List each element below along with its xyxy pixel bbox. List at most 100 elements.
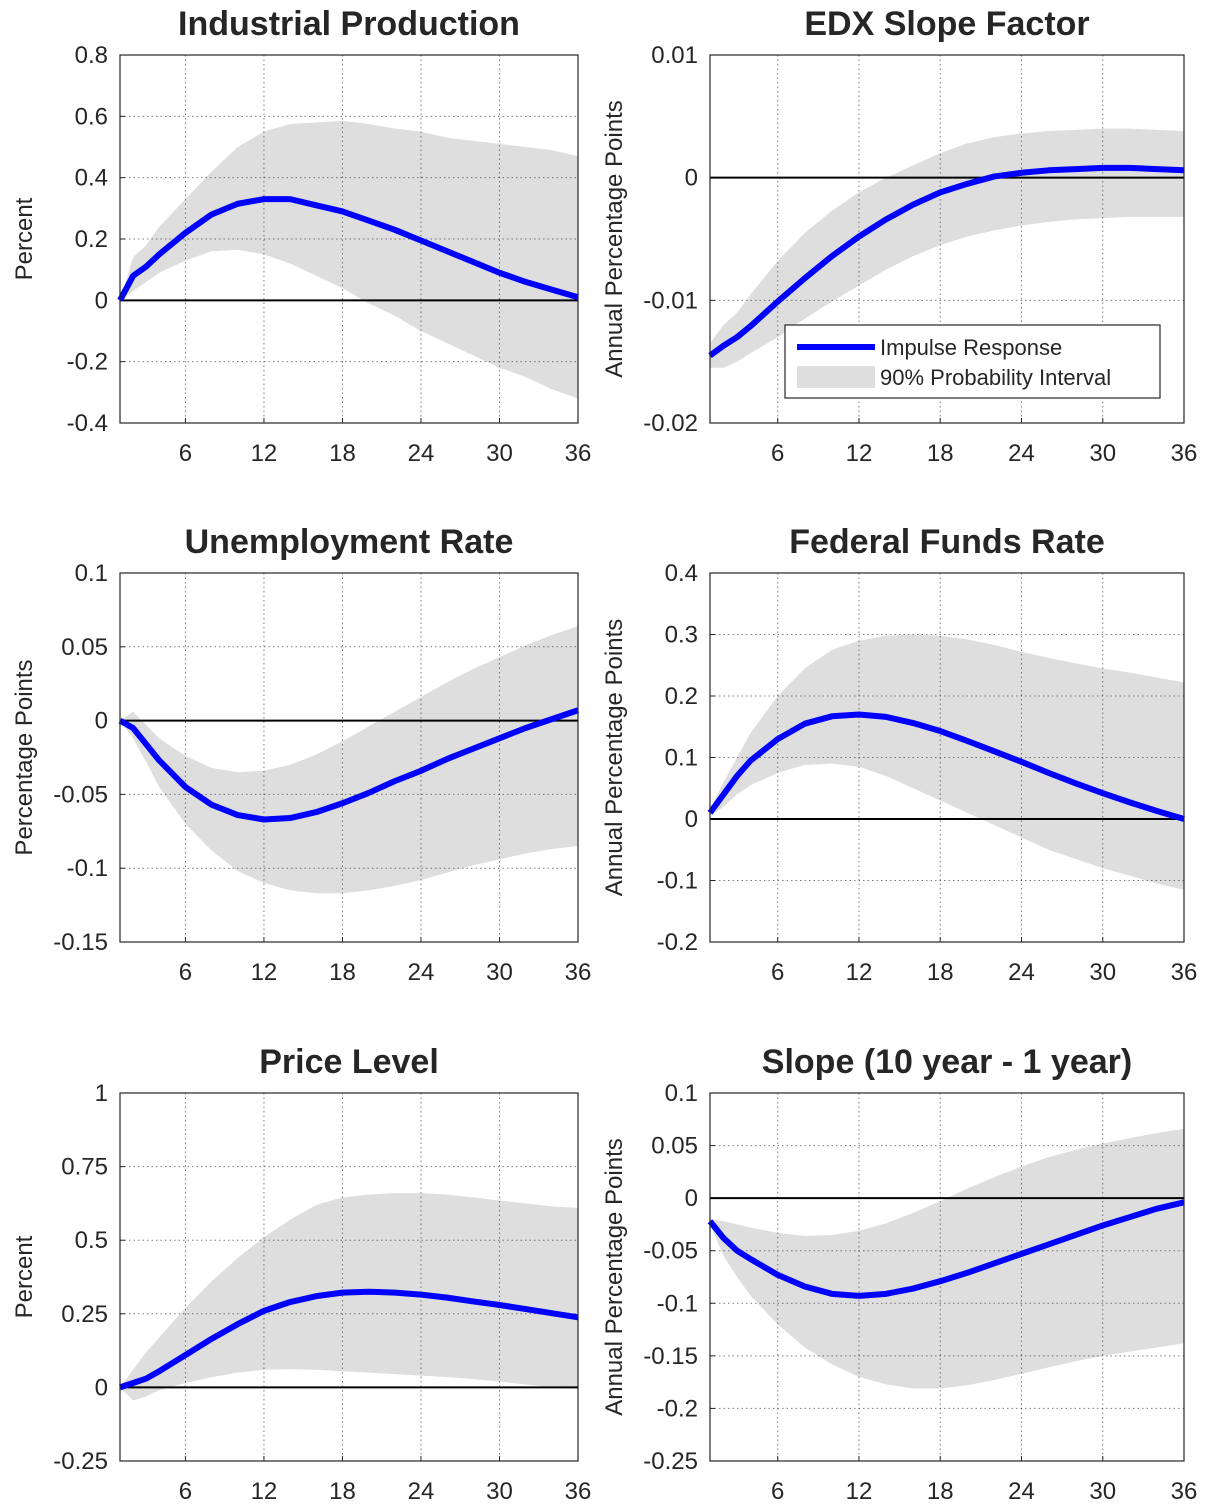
y-axis-label: Percent <box>11 1235 38 1318</box>
y-tick-label: -0.02 <box>643 410 698 437</box>
x-tick-label: 6 <box>771 959 784 986</box>
y-tick-label: -0.05 <box>53 781 108 808</box>
y-tick-label: 0.75 <box>61 1154 108 1181</box>
probability-band <box>120 626 578 894</box>
x-tick-label: 36 <box>1171 1478 1198 1505</box>
y-tick-label: 0.8 <box>75 42 108 69</box>
legend-label: 90% Probability Interval <box>880 365 1111 390</box>
x-tick-label: 18 <box>329 1478 356 1505</box>
x-tick-label: 30 <box>486 959 513 986</box>
x-tick-label: 24 <box>1008 1478 1035 1505</box>
x-tick-label: 30 <box>1089 1478 1116 1505</box>
x-tick-label: 24 <box>408 440 435 467</box>
chart-title: Unemployment Rate <box>185 523 514 561</box>
y-tick-label: 0.1 <box>75 560 108 587</box>
y-tick-label: -0.2 <box>67 349 108 376</box>
y-tick-label: -0.25 <box>643 1448 698 1475</box>
y-tick-label: -0.2 <box>657 1395 698 1422</box>
chart-title: Slope (10 year - 1 year) <box>762 1043 1132 1081</box>
probability-band <box>710 128 1184 368</box>
y-tick-label: 0 <box>685 165 698 192</box>
y-tick-label: -0.1 <box>657 868 698 895</box>
x-tick-label: 12 <box>846 440 873 467</box>
x-tick-label: 6 <box>179 440 192 467</box>
impulse-response-line <box>119 1288 579 1391</box>
chart-title: Price Level <box>259 1043 439 1081</box>
probability-band <box>710 1128 1184 1389</box>
impulse-response-line <box>707 711 1185 822</box>
probability-band <box>710 634 1184 890</box>
y-tick-label: 0.05 <box>651 1133 698 1160</box>
impulse-response-line <box>708 164 1185 358</box>
y-tick-label: 0 <box>95 708 108 735</box>
x-tick-label: 24 <box>408 959 435 986</box>
y-axis-label: Annual Percentage Points <box>601 1138 628 1416</box>
impulse-response-line <box>118 707 579 823</box>
axes-frame <box>119 1092 579 1462</box>
chart-title: EDX Slope Factor <box>804 5 1089 43</box>
y-tick-label: -0.25 <box>53 1448 108 1475</box>
y-axis-label: Percentage Points <box>11 659 38 855</box>
y-tick-label: -0.15 <box>53 929 108 956</box>
x-tick-label: 36 <box>565 440 592 467</box>
x-tick-label: 12 <box>846 959 873 986</box>
x-tick-label: 6 <box>771 440 784 467</box>
impulse-response-line <box>117 196 579 302</box>
y-tick-label: 1 <box>95 1080 108 1107</box>
y-tick-label: 0.1 <box>665 745 698 772</box>
y-tick-label: 0.4 <box>665 560 698 587</box>
y-tick-label: 0.25 <box>61 1301 108 1328</box>
x-tick-label: 6 <box>179 959 192 986</box>
y-tick-label: 0 <box>95 1374 108 1401</box>
x-tick-label: 30 <box>486 440 513 467</box>
x-tick-label: 18 <box>927 959 954 986</box>
x-tick-label: 6 <box>771 1478 784 1505</box>
y-tick-label: -0.05 <box>643 1238 698 1265</box>
y-tick-label: 0.01 <box>651 42 698 69</box>
x-tick-label: 12 <box>846 1478 873 1505</box>
axes-frame <box>119 54 579 424</box>
y-tick-label: 0 <box>685 806 698 833</box>
y-tick-label: 0 <box>95 287 108 314</box>
y-tick-label: 0.3 <box>665 622 698 649</box>
legend: Impulse Response 90% Probability Interval <box>784 324 1161 399</box>
y-axis-label: Annual Percentage Points <box>601 619 628 897</box>
x-tick-label: 24 <box>1008 959 1035 986</box>
y-axis-label: Percent <box>11 197 38 280</box>
y-tick-label: -0.01 <box>643 287 698 314</box>
x-tick-label: 18 <box>927 1478 954 1505</box>
y-tick-label: -0.4 <box>67 410 108 437</box>
y-tick-label: -0.1 <box>67 855 108 882</box>
axes-frame <box>709 572 1185 943</box>
y-axis-label: Annual Percentage Points <box>601 100 628 378</box>
y-tick-label: -0.2 <box>657 929 698 956</box>
x-tick-label: 12 <box>251 440 278 467</box>
y-tick-label: 0 <box>685 1185 698 1212</box>
y-tick-label: 0.2 <box>665 683 698 710</box>
x-tick-label: 30 <box>1089 959 1116 986</box>
x-tick-label: 24 <box>1008 440 1035 467</box>
x-tick-label: 36 <box>565 959 592 986</box>
axes-frame <box>709 54 1185 424</box>
y-tick-label: -0.1 <box>657 1290 698 1317</box>
legend-band-swatch <box>797 366 875 388</box>
chart-title: Industrial Production <box>178 5 520 43</box>
legend-label: Impulse Response <box>880 335 1062 360</box>
x-tick-label: 36 <box>1171 959 1198 986</box>
y-tick-label: -0.15 <box>643 1343 698 1370</box>
axes-frame <box>119 572 579 943</box>
x-tick-label: 36 <box>565 1478 592 1505</box>
x-tick-label: 6 <box>179 1478 192 1505</box>
x-tick-label: 18 <box>329 959 356 986</box>
x-tick-label: 36 <box>1171 440 1198 467</box>
x-tick-label: 30 <box>486 1478 513 1505</box>
y-tick-label: 0.6 <box>75 103 108 130</box>
y-tick-label: 0.4 <box>75 165 108 192</box>
x-tick-label: 12 <box>251 1478 278 1505</box>
x-tick-label: 24 <box>408 1478 435 1505</box>
y-tick-label: 0.05 <box>61 634 108 661</box>
probability-band <box>120 120 578 399</box>
x-tick-label: 30 <box>1089 440 1116 467</box>
